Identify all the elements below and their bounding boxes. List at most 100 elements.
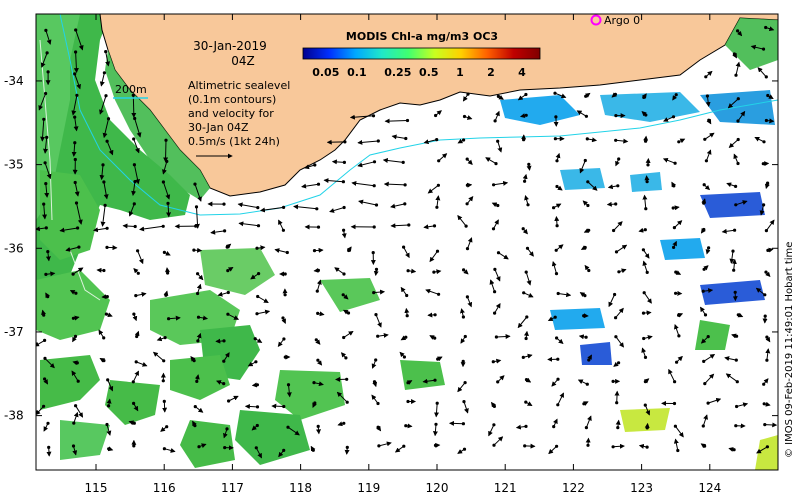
velocity-arrow	[274, 248, 288, 254]
velocity-arrow	[391, 134, 406, 140]
velocity-arrow	[522, 228, 528, 235]
velocity-arrow	[281, 317, 286, 324]
velocity-arrow	[106, 141, 114, 156]
velocity-arrow	[41, 309, 46, 316]
velocity-arrow	[642, 260, 648, 273]
velocity-arrow	[373, 289, 386, 295]
velocity-arrow	[73, 411, 79, 424]
velocity-arrow	[705, 247, 711, 255]
velocity-arrow	[96, 267, 104, 273]
velocity-arrow	[313, 381, 324, 387]
velocity-arrow	[493, 358, 502, 364]
velocity-arrow	[678, 138, 686, 144]
velocity-arrow	[372, 381, 378, 388]
velocity-arrow	[38, 93, 47, 111]
velocity-arrow	[259, 206, 284, 213]
velocity-arrow-origin	[645, 270, 649, 274]
velocity-arrow	[729, 251, 735, 264]
velocity-arrow	[301, 183, 319, 189]
velocity-arrow	[358, 199, 377, 206]
velocity-arrow	[323, 178, 344, 184]
velocity-arrow	[103, 181, 109, 200]
velocity-arrow	[136, 361, 148, 367]
velocity-arrow	[107, 379, 114, 392]
velocity-arrow	[672, 240, 677, 248]
colorbar-tick-label: 0.25	[384, 66, 411, 79]
velocity-arrow	[434, 403, 440, 418]
velocity-arrow	[256, 309, 271, 315]
velocity-arrow	[525, 401, 533, 407]
velocity-arrow	[644, 404, 651, 416]
velocity-arrow	[765, 219, 775, 231]
velocity-arrow-origin	[161, 379, 165, 383]
velocity-arrow	[765, 26, 775, 32]
velocity-arrow	[44, 162, 52, 180]
velocity-arrow	[607, 184, 618, 190]
velocity-arrow	[164, 251, 171, 256]
velocity-arrow	[400, 335, 407, 341]
velocity-arrow-origin	[162, 399, 166, 403]
velocity-arrow	[613, 443, 625, 449]
velocity-arrow	[618, 268, 627, 274]
velocity-arrow	[375, 314, 382, 328]
velocity-arrow	[765, 271, 771, 278]
velocity-arrow	[278, 219, 284, 231]
velocity-arrow	[237, 202, 258, 209]
velocity-arrow	[271, 403, 284, 409]
velocity-arrow-origin	[73, 141, 77, 145]
longitude-tick-label: 123	[630, 481, 653, 495]
latitude-axis: -34 -35 -36 -37 -38	[4, 74, 778, 423]
velocity-arrow	[40, 119, 46, 142]
velocity-arrow	[134, 118, 142, 138]
velocity-arrow	[674, 220, 683, 228]
velocity-arrow	[519, 113, 527, 119]
velocity-arrow-origin	[105, 226, 109, 230]
velocity-arrow	[45, 251, 51, 262]
latitude-tick-label: -34	[4, 74, 24, 88]
velocity-arrow	[156, 336, 166, 342]
longitude-tick-label: 115	[85, 481, 108, 495]
velocity-arrow	[498, 95, 504, 100]
velocity-arrow	[496, 334, 511, 340]
velocity-arrow	[522, 173, 528, 182]
velocity-arrow	[310, 445, 316, 452]
velocity-arrow	[334, 267, 345, 275]
velocity-arrow	[615, 307, 624, 319]
velocity-arrow	[466, 296, 473, 308]
velocity-arrow	[73, 117, 79, 132]
longitude-tick-label: 121	[494, 481, 517, 495]
velocity-arrow	[133, 164, 140, 185]
velocity-arrows	[36, 25, 778, 459]
velocity-arrow	[133, 403, 139, 412]
velocity-arrow	[400, 286, 408, 296]
velocity-arrow	[286, 384, 292, 398]
velocity-arrow	[615, 158, 620, 167]
velocity-arrow	[59, 227, 78, 233]
longitude-tick-label: 118	[289, 481, 312, 495]
velocity-arrow	[754, 136, 765, 143]
velocity-arrow	[525, 271, 532, 286]
argo-label: Argo 0	[604, 14, 640, 27]
velocity-arrow	[422, 378, 436, 384]
velocity-arrow	[705, 95, 711, 108]
velocity-arrow	[382, 158, 404, 163]
velocity-arrow	[152, 351, 165, 362]
velocity-arrow	[493, 219, 499, 230]
velocity-arrow	[498, 252, 509, 260]
velocity-arrow	[349, 114, 374, 120]
velocity-arrow	[36, 226, 47, 232]
velocity-arrow	[526, 164, 532, 171]
velocity-arrow	[728, 447, 735, 452]
description-line: and velocity for	[188, 107, 274, 120]
argo-legend: Argo 0	[590, 14, 640, 27]
velocity-arrow	[606, 201, 616, 207]
velocity-arrow	[466, 196, 474, 205]
velocity-arrow	[425, 288, 439, 295]
velocity-arrow-origin	[763, 314, 767, 318]
velocity-arrow	[558, 292, 572, 298]
velocity-arrow-origin	[132, 163, 136, 167]
velocity-arrow-origin	[342, 228, 346, 232]
velocity-arrow-origin	[676, 448, 680, 453]
velocity-arrow	[228, 395, 239, 402]
